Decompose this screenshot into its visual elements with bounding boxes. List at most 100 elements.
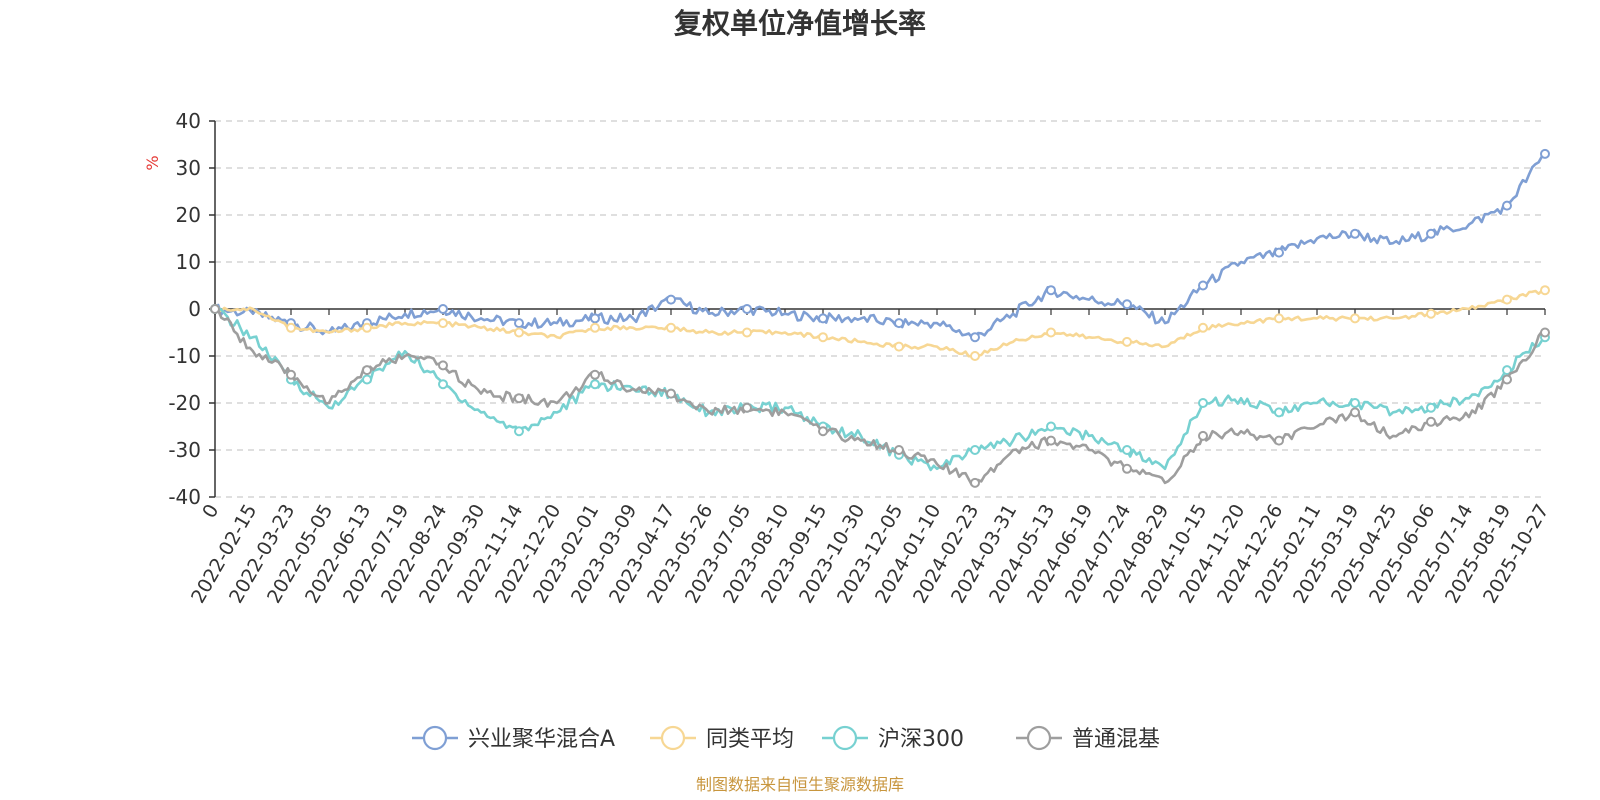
data-point[interactable] [742,327,752,338]
data-point[interactable] [1122,336,1132,347]
data-point[interactable] [970,351,980,361]
gridlines [215,120,1545,498]
data-point[interactable] [590,379,600,390]
data-point[interactable] [1046,327,1056,338]
data-point[interactable] [514,327,524,338]
data-point[interactable] [362,365,372,376]
data-point[interactable] [514,318,524,329]
data-point[interactable] [1350,228,1360,239]
series-line [214,288,1546,358]
data-point[interactable] [1274,435,1284,446]
data-point[interactable] [970,332,980,343]
data-point[interactable] [1350,313,1360,324]
data-point[interactable] [970,445,980,455]
data-point[interactable] [590,369,600,380]
y-tick-label: 40 [176,109,201,133]
data-point[interactable] [666,388,676,399]
data-point[interactable] [1540,327,1550,338]
chart-title: 复权单位净值增长率 [674,7,926,40]
legend-label: 兴业聚华混合A [468,727,615,752]
data-point[interactable] [1274,247,1284,258]
series-4 [210,304,1550,488]
data-point[interactable] [666,322,676,333]
data-point[interactable] [1502,365,1512,376]
data-point[interactable] [818,313,828,324]
data-point[interactable] [438,318,448,329]
legend-item-2[interactable]: 同类平均 [650,725,794,752]
data-point[interactable] [1198,430,1208,441]
series-lines [210,148,1550,488]
x-tick-labels: 02022-02-152022-03-232022-05-052022-06-1… [187,501,1553,608]
data-point[interactable] [666,294,676,305]
legend-item-3[interactable]: 沪深300 [822,725,964,752]
data-point[interactable] [818,426,828,437]
data-point[interactable] [1198,322,1208,333]
data-point[interactable] [286,322,296,333]
data-point[interactable] [438,379,448,390]
legend-marker [832,725,858,751]
data-point[interactable] [1350,398,1360,408]
data-point[interactable] [1426,416,1436,427]
data-point[interactable] [1426,228,1436,239]
data-point[interactable] [970,477,980,488]
y-tick-label: -30 [168,438,201,462]
data-point[interactable] [514,393,524,404]
data-point[interactable] [514,426,524,437]
data-point[interactable] [1502,374,1512,385]
data-point[interactable] [1426,402,1436,413]
data-point[interactable] [1540,285,1550,296]
data-point[interactable] [1350,407,1360,418]
data-point[interactable] [1198,398,1208,408]
y-tick-label: 30 [176,156,201,180]
data-point[interactable] [1046,421,1056,432]
y-tick-label: -10 [168,344,201,368]
data-point[interactable] [1502,200,1512,211]
series-1 [210,148,1550,343]
series-2 [210,285,1550,361]
data-point[interactable] [362,374,372,385]
data-point[interactable] [1198,280,1208,291]
data-point[interactable] [1046,435,1056,446]
legend-label: 普通混基 [1072,727,1160,752]
data-point[interactable] [1426,308,1436,319]
data-point[interactable] [1122,463,1132,474]
y-tick-labels: 40 30 20 10 0 -10 -20 -30 -40 [168,109,201,509]
legend-label: 同类平均 [706,727,794,752]
data-point[interactable] [1502,294,1512,305]
data-source-note: 制图数据来自恒生聚源数据库 [696,775,904,794]
legend[interactable]: 兴业聚华混合A 同类平均 沪深300 普通混基 [412,725,1160,752]
data-point[interactable] [894,445,904,455]
data-point[interactable] [894,318,904,329]
data-point[interactable] [1046,285,1056,296]
legend-item-4[interactable]: 普通混基 [1016,725,1160,752]
y-tick-label: 10 [176,250,201,274]
legend-marker [422,725,448,751]
data-point[interactable] [742,402,752,413]
data-point[interactable] [1122,299,1132,310]
y-tick-label: -40 [168,485,201,509]
data-point[interactable] [1274,407,1284,418]
data-point[interactable] [590,322,600,333]
data-point[interactable] [894,341,904,352]
data-point[interactable] [210,304,220,314]
data-point[interactable] [1122,445,1132,455]
data-point[interactable] [1540,148,1550,159]
y-tick-label: 0 [188,297,201,321]
y-tick-label: 20 [176,203,201,227]
data-point[interactable] [818,332,828,343]
data-point[interactable] [362,322,372,333]
series-line [214,307,1546,487]
legend-marker [1026,725,1052,751]
legend-label: 沪深300 [878,727,964,752]
data-point[interactable] [438,360,448,371]
x-tick-label: 0 [198,501,223,522]
legend-item-1[interactable]: 兴业聚华混合A [412,725,615,752]
data-point[interactable] [438,304,448,314]
y-tick-label: -20 [168,391,201,415]
data-point[interactable] [1274,313,1284,324]
data-point[interactable] [742,304,752,314]
data-point[interactable] [286,369,296,380]
data-point[interactable] [590,313,600,324]
